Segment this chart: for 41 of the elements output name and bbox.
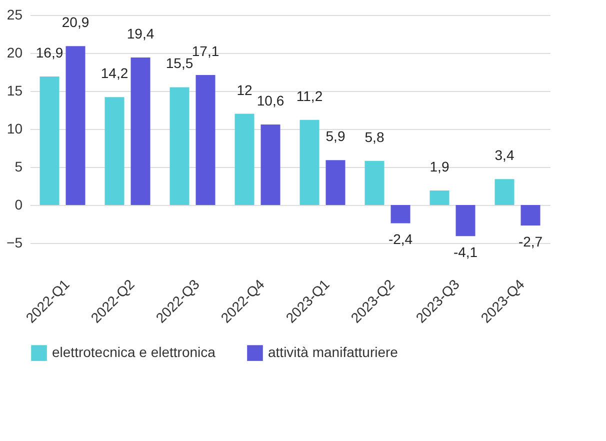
data-label: 5,9 [326,128,346,144]
data-label: 11,2 [296,88,323,104]
legend-label: elettrotecnica e elettronica [52,344,216,360]
y-tick-label: −5 [6,234,23,250]
data-label: 10,6 [256,92,284,108]
data-label: 16,9 [36,44,64,61]
bar [364,160,384,205]
bar [66,46,86,205]
bar [456,205,476,236]
y-tick-label: 10 [6,120,23,136]
data-label: 12 [236,82,252,98]
bar [196,75,216,205]
bar [494,179,514,205]
data-label: 1,9 [430,158,450,175]
bar [300,120,320,205]
y-tick-label: 15 [6,82,23,98]
y-tick-label: 20 [6,44,23,60]
data-label: 20,9 [62,14,90,30]
data-label: 17,1 [192,43,220,60]
bar [234,114,254,205]
bar [326,160,346,205]
data-label: -2,4 [388,231,413,248]
data-label: 14,2 [100,65,128,82]
bar [170,87,190,205]
bar [104,97,124,205]
bar [430,190,450,205]
bar [130,58,150,205]
y-tick-label: 0 [14,196,23,212]
data-label: 19,4 [126,26,154,42]
data-label: -4,1 [453,244,478,260]
bar [40,76,60,205]
data-label: 3,4 [494,147,514,164]
y-tick-label: 25 [6,6,23,22]
bar [520,205,540,226]
bar [260,124,280,205]
y-tick-label: 5 [14,158,23,174]
data-label: 15,5 [166,55,194,72]
data-label: -2,7 [518,234,543,250]
bar [390,205,410,224]
legend-label: attività manifatturiere [268,344,398,360]
data-label: 5,8 [364,128,384,145]
